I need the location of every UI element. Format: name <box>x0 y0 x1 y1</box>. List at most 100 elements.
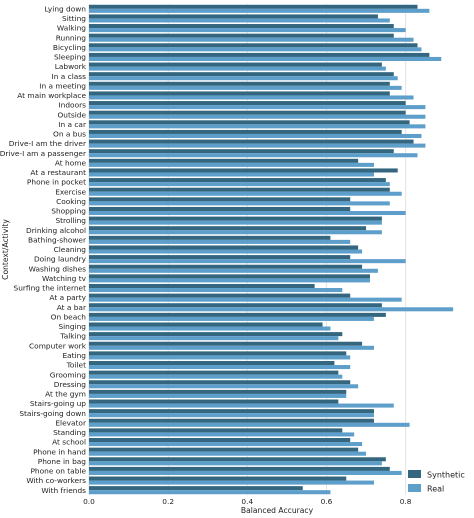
bar-synthetic <box>89 4 418 9</box>
y-tick-label: Stairs-going down <box>19 409 86 418</box>
y-tick-label: Sleeping <box>54 53 86 62</box>
y-tick-label: Bicycling <box>53 43 86 52</box>
bar-synthetic <box>89 158 359 163</box>
bar-synthetic <box>89 351 347 356</box>
bar-synthetic <box>89 466 390 471</box>
bar-synthetic <box>89 216 382 221</box>
y-tick-label: Bathing-shower <box>28 235 87 244</box>
y-tick-label: Standing <box>53 428 86 437</box>
y-tick-label: Phone in hand <box>33 447 86 456</box>
bar-real <box>89 172 374 177</box>
bar-synthetic <box>89 235 331 240</box>
y-tick-label: Dressing <box>54 380 87 389</box>
bar-synthetic <box>89 255 351 260</box>
bar-real <box>89 336 339 341</box>
y-tick-label: Exercise <box>55 187 86 196</box>
bar-synthetic <box>89 389 347 394</box>
y-tick-label: Shopping <box>51 207 86 216</box>
bar-real <box>89 239 351 244</box>
y-tick-label: Drive-I am a passenger <box>0 149 87 158</box>
legend-label-synthetic: Synthetic <box>427 471 465 480</box>
y-tick-label: At a restaurant <box>30 168 86 177</box>
y-tick-label: Elevator <box>55 418 87 427</box>
bar-real <box>89 480 374 485</box>
bar-real <box>89 95 414 100</box>
bar-synthetic <box>89 476 347 481</box>
bar-real <box>89 307 454 312</box>
bar-synthetic <box>89 341 363 346</box>
y-tick-label: Drinking alcohol <box>26 226 86 235</box>
bar-synthetic <box>89 293 351 298</box>
y-tick-labels: Lying downSittingWalkingRunningBicycling… <box>0 4 87 494</box>
y-axis-title: Context/Activity <box>1 219 10 280</box>
bar-real <box>89 422 410 427</box>
y-tick-label: At main workplace <box>17 91 86 100</box>
y-tick-label: Phone in pocket <box>27 178 86 187</box>
y-tick-label: At a party <box>49 293 86 302</box>
bar-real <box>89 210 406 216</box>
bar-synthetic <box>89 33 394 38</box>
bar-synthetic <box>89 283 315 289</box>
bar-real <box>89 345 374 350</box>
y-tick-label: Cooking <box>56 197 86 206</box>
bar-synthetic <box>89 360 335 366</box>
bar-real <box>89 403 394 408</box>
bar-real <box>89 316 374 321</box>
bar-real <box>89 8 430 13</box>
bar-real <box>89 162 374 167</box>
y-tick-label: Talking <box>59 332 86 341</box>
y-tick-label: Toilet <box>66 361 86 370</box>
bar-real <box>89 220 382 225</box>
bar-real <box>89 191 402 196</box>
y-tick-label: In a car <box>58 120 87 129</box>
bar-real <box>89 249 363 254</box>
bar-real <box>89 85 402 90</box>
y-tick-label: Cleaning <box>54 245 87 254</box>
y-tick-label: Washing dishes <box>29 264 87 273</box>
bar-real <box>89 393 347 398</box>
y-tick-label: Surfing the internet <box>14 284 87 293</box>
y-tick-label: With co-workers <box>26 476 86 485</box>
bar-real <box>89 297 402 302</box>
legend: Synthetic Real <box>408 470 465 494</box>
bar-synthetic <box>89 370 339 375</box>
bar-synthetic <box>89 14 378 19</box>
x-tick-labels: 0.0 0.2 0.4 0.6 0.8 <box>83 497 412 506</box>
bar-synthetic <box>89 457 386 462</box>
bar-real <box>89 143 426 148</box>
bar-real <box>89 490 331 495</box>
bar-real <box>89 18 390 23</box>
bar-synthetic <box>89 129 402 134</box>
y-tick-label: Computer work <box>29 341 87 350</box>
bar-synthetic <box>89 197 351 202</box>
bar-real <box>89 201 390 206</box>
bar-synthetic <box>89 447 359 452</box>
bar-synthetic <box>89 24 394 29</box>
bar-synthetic <box>89 120 410 125</box>
bar-synthetic <box>89 332 343 337</box>
legend-swatch-synthetic <box>408 470 421 478</box>
bar-synthetic <box>89 312 386 317</box>
bar-synthetic <box>89 409 374 414</box>
bar-synthetic <box>89 91 390 96</box>
bar-real <box>89 413 374 418</box>
bar-synthetic <box>89 178 386 183</box>
bar-real <box>89 326 331 331</box>
y-tick-label: Sitting <box>62 14 86 23</box>
bar-synthetic <box>89 418 374 423</box>
bar-synthetic <box>89 274 371 279</box>
y-tick-label: At a bar <box>57 303 87 312</box>
y-tick-label: At school <box>52 438 86 447</box>
bar-synthetic <box>89 303 382 308</box>
x-tick-label: 0.8 <box>400 497 412 506</box>
bar-real <box>89 384 359 389</box>
bar-synthetic <box>89 43 418 48</box>
bar-synthetic <box>89 322 323 327</box>
bar-real <box>89 28 406 33</box>
bar-real <box>89 355 351 360</box>
y-tick-label: In a meeting <box>39 81 86 90</box>
y-tick-label: Eating <box>62 351 86 360</box>
y-tick-label: Phone on table <box>30 467 86 476</box>
bar-synthetic <box>89 245 359 250</box>
y-tick-label: Outside <box>57 110 86 119</box>
